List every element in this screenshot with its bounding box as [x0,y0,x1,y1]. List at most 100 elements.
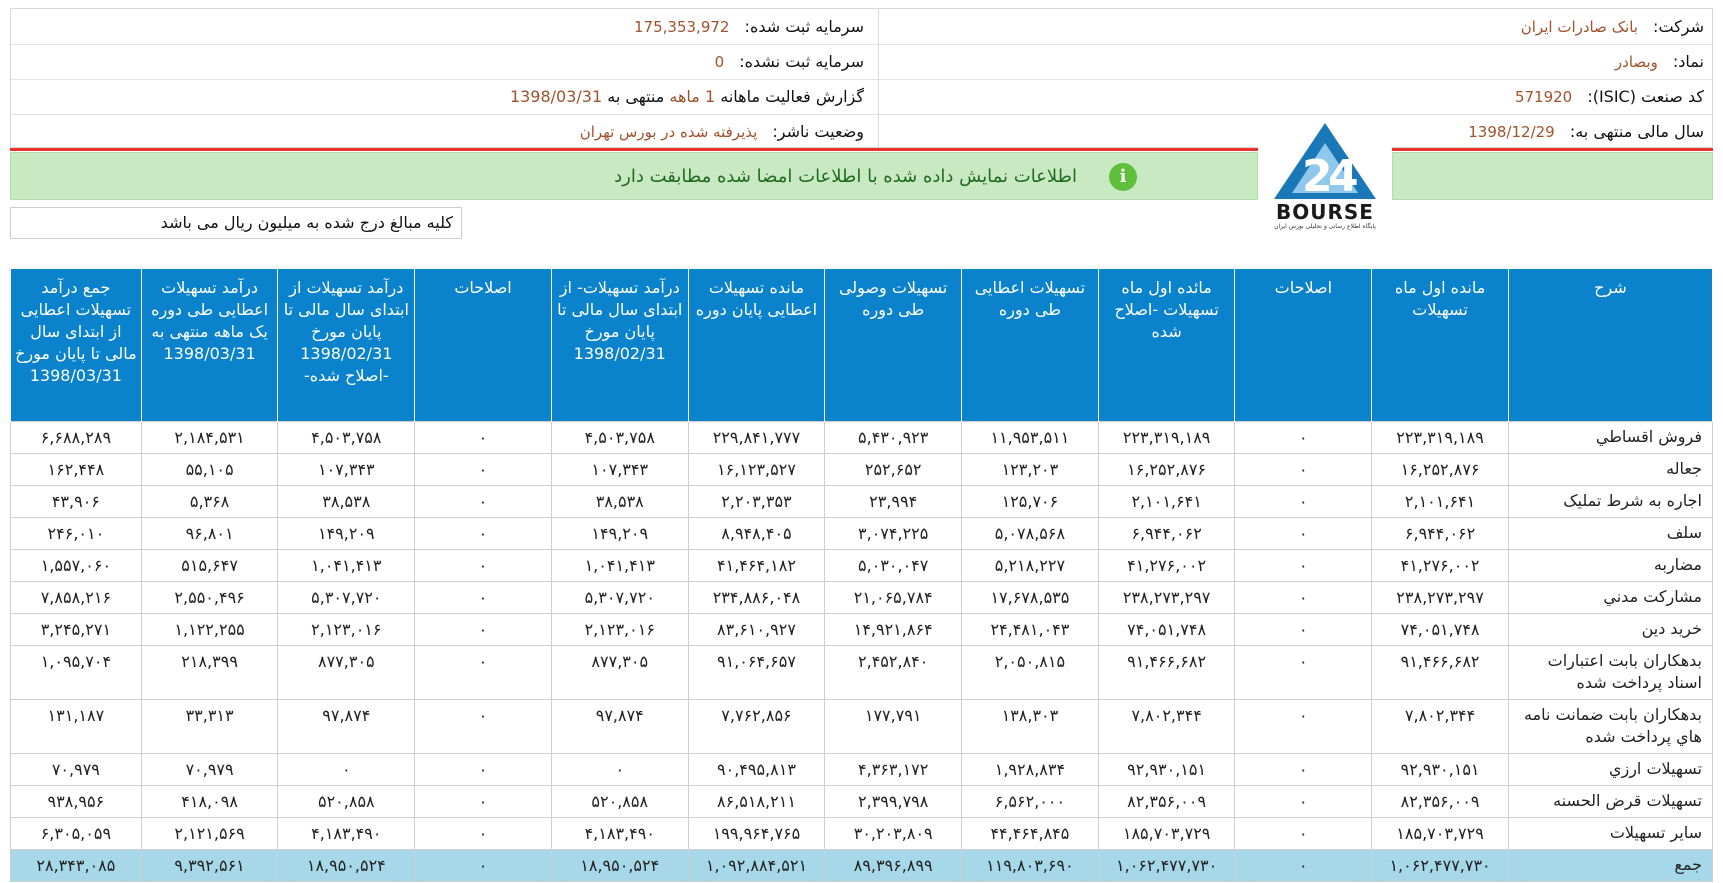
table-cell: ۴۳,۹۰۶ [10,484,142,518]
table-cell: ۲۳۴,۸۸۶,۰۴۸ [687,580,826,614]
table-cell: ۰ [414,548,552,582]
table-cell: ۱۴,۹۲۱,۸۶۴ [824,612,963,646]
table-cell: ۰ [414,644,552,700]
table-cell: ۶,۵۶۲,۰۰۰ [961,784,1099,818]
table-cell: ۲,۴۵۲,۸۴۰ [824,644,963,700]
row-description: سلف [1507,516,1714,550]
table-cell: ۸۲,۳۵۶,۰۰۹ [1097,784,1236,818]
table-cell: ۲,۳۹۹,۷۹۸ [824,784,963,818]
total-cell: ۱,۰۶۲,۴۷۷,۷۳۰ [1097,848,1236,882]
table-cell: ۲,۵۵۰,۴۹۶ [140,580,279,614]
column-header: اصلاحات [414,269,552,421]
table-total-row: جمع ۱,۰۶۲,۴۷۷,۷۳۰ ۰ ۱,۰۶۲,۴۷۷,۷۳۰ ۱۱۹,۸۰۳,۶۹… [10,848,1714,882]
isic-label: کد صنعت (ISIC): [1587,87,1704,106]
table-cell: ۳۸,۵۳۸ [550,484,689,518]
symbol-value[interactable]: وبصادر [1614,53,1658,71]
row-description: بدهکاران بابت اعتبارات اسناد پرداخت شده [1507,644,1714,700]
table-cell: ۳۸,۵۳۸ [277,484,416,518]
company-value: بانک صادرات ایران [1520,18,1638,36]
info-row [11,44,1712,80]
info-icon: i [1109,163,1137,191]
table-cell: ۱۲۳,۲۰۳ [961,452,1099,486]
table-cell: ۴۱۸,۰۹۸ [140,784,279,818]
table-cell: ۲۲۳,۳۱۹,۱۸۹ [1371,420,1509,454]
table-cell: ۰ [1234,452,1373,486]
table-cell: ۹۲,۹۳۰,۱۵۱ [1097,752,1236,786]
table-cell: ۸,۹۴۸,۴۰۵ [687,516,826,550]
publisher-status-field: وضعیت ناشر: پذیرفته شده در بورس تهران [580,114,864,149]
table-cell: ۹۱,۰۶۴,۶۵۷ [687,644,826,700]
table-cell: ۷,۸۰۲,۳۴۴ [1097,698,1236,754]
table-cell: ۹۷,۸۷۴ [550,698,689,754]
table-cell: ۷,۸۵۸,۲۱۶ [10,580,142,614]
table-cell: ۱,۰۴۱,۴۱۳ [550,548,689,582]
table-cell: ۹۳۸,۹۵۶ [10,784,142,818]
table-cell: ۵,۳۰۷,۷۲۰ [550,580,689,614]
unit-note: کلیه مبالغ درج شده به میلیون ریال می باش… [10,207,462,239]
column-header: مانده تسهیلات اعطایی پایان دوره [687,269,826,421]
table-cell: ۰ [414,420,552,454]
table-cell: ۴,۵۰۳,۷۵۸ [277,420,416,454]
table-cell: ۰ [1234,784,1373,818]
table-cell: ۰ [414,580,552,614]
total-cell: ۱۱۹,۸۰۳,۶۹۰ [961,848,1099,882]
table-cell: ۰ [1234,816,1373,850]
table-cell: ۸۷۷,۳۰۵ [277,644,416,700]
table-cell: ۱۷,۶۷۸,۵۳۵ [961,580,1099,614]
table-cell: ۱۶,۲۵۲,۸۷۶ [1097,452,1236,486]
table-cell: ۲,۱۲۳,۰۱۶ [277,612,416,646]
symbol-label: نماد: [1672,52,1704,71]
table-row: جعاله ۱۶,۲۵۲,۸۷۶ ۰ ۱۶,۲۵۲,۸۷۶ ۱۲۳,۲۰۳ ۲۵۲,۶۵۲… [10,452,1714,486]
row-description: اجاره به شرط تمليک [1507,484,1714,518]
table-row: بدهکاران بابت ضمانت نامه هاي پرداخت شده ۷… [10,698,1714,754]
table-cell: ۱۱,۹۵۳,۵۱۱ [961,420,1099,454]
report-title: گزارش فعالیت ماهانه 1 ماهه منتهی به 1398… [510,79,864,114]
table-cell: ۱۳۱,۱۸۷ [10,698,142,754]
row-description: ساير تسهيلات [1507,816,1714,850]
table-row: مضاربه ۴۱,۲۷۶,۰۰۲ ۰ ۴۱,۲۷۶,۰۰۲ ۵,۲۱۸,۲۲۷ ۵,۰۳… [10,548,1714,582]
table-cell: ۹۲,۹۳۰,۱۵۱ [1371,752,1509,786]
table-cell: ۹۱,۴۶۶,۶۸۲ [1097,644,1236,700]
bourse24-logo[interactable]: 2 4 BOURSE پایگاه اطلاع رسانی و تحلیلی ب… [1258,117,1392,237]
row-description: بدهکاران بابت ضمانت نامه هاي پرداخت شده [1507,698,1714,754]
table-cell: ۲۲۳,۳۱۹,۱۸۹ [1097,420,1236,454]
info-row [11,79,1712,115]
table-cell: ۲,۱۰۱,۶۴۱ [1371,484,1509,518]
table-cell: ۸۷۷,۳۰۵ [550,644,689,700]
isic-value: 571920 [1514,88,1573,106]
table-cell: ۱۳۸,۳۰۳ [961,698,1099,754]
table-cell: ۲۱,۰۶۵,۷۸۴ [824,580,963,614]
total-cell: ۱۸,۹۵۰,۵۲۴ [550,848,689,882]
fiscal-year-value: 1398/12/29 [1468,123,1555,141]
table-cell: ۵,۳۰۷,۷۲۰ [277,580,416,614]
report-date: 1398/03/31 [509,87,603,106]
table-row: تسهيلات ارزي ۹۲,۹۳۰,۱۵۱ ۰ ۹۲,۹۳۰,۱۵۱ ۱,۹۲۸,۸… [10,752,1714,786]
table-cell: ۲,۱۰۱,۶۴۱ [1097,484,1236,518]
fiscal-year-label: سال مالی منتهی به: [1569,122,1704,141]
table-cell: ۳,۰۷۴,۲۲۵ [824,516,963,550]
table-cell: ۰ [1234,484,1373,518]
publisher-status-label: وضعیت ناشر: [772,122,864,141]
unregistered-capital-value: 0 [714,53,725,71]
table-cell: ۲,۲۰۳,۳۵۳ [687,484,826,518]
table-row: بدهکاران بابت اعتبارات اسناد پرداخت شده ۹… [10,644,1714,700]
column-divider [878,9,879,149]
table-cell: ۱,۰۹۵,۷۰۴ [10,644,142,700]
table-cell: ۱۲۵,۷۰۶ [961,484,1099,518]
table-header-row: شرح مانده اول ماه تسهیلات اصلاحات مائده اول… [10,269,1714,421]
table-cell: ۹۰,۴۹۵,۸۱۳ [687,752,826,786]
table-cell: ۷۰,۹۷۹ [10,752,142,786]
unregistered-capital-field: سرمایه ثبت نشده: 0 [715,44,864,79]
table-cell: ۰ [1234,420,1373,454]
table-row: ساير تسهيلات ۱۸۵,۷۰۳,۷۲۹ ۰ ۱۸۵,۷۰۳,۷۲۹ ۴۴,۴۶… [10,816,1714,850]
table-cell: ۵,۴۳۰,۹۲۳ [824,420,963,454]
info-row [11,9,1712,45]
registered-capital-value: 175,353,972 [634,18,730,36]
table-cell: ۱۴۹,۲۰۹ [277,516,416,550]
table-cell: ۰ [1234,580,1373,614]
column-header: مائده اول ماه تسهیلات -اصلاح شده [1097,269,1236,421]
column-header: درآمد تسهیلات اعطایی طی دوره یک ماهه منت… [140,269,279,421]
row-description: خريد دين [1507,612,1714,646]
table-cell: ۰ [414,484,552,518]
report-prefix: گزارش فعالیت ماهانه [720,87,864,106]
